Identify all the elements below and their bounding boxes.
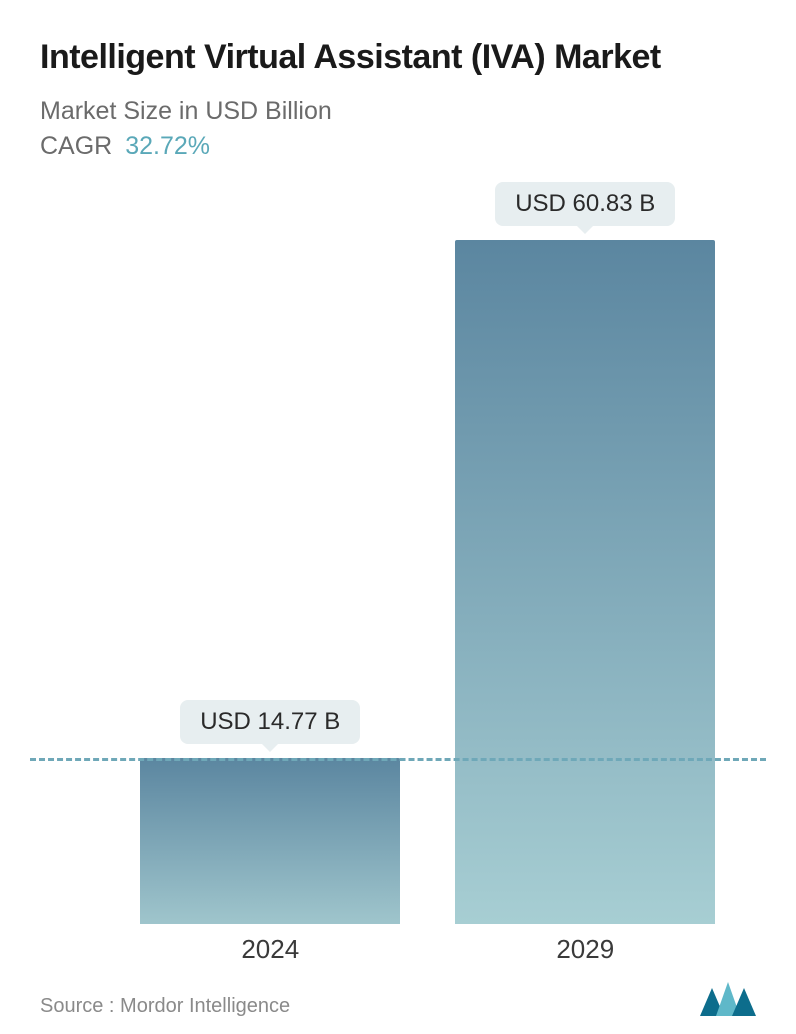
cagr-label: CAGR (40, 132, 112, 160)
x-axis-label: 2024 (241, 934, 299, 965)
bar-value-label: USD 14.77 B (180, 700, 360, 744)
chart-subtitle: Market Size in USD Billion (40, 97, 756, 126)
cagr-value: 32.72% (125, 132, 210, 160)
chart-area: USD 14.77 BUSD 60.83 B (40, 240, 756, 924)
source-text: Source : Mordor Intelligence (40, 995, 290, 1018)
bar-group: USD 60.83 B (455, 182, 715, 924)
cagr-row: CAGR 32.72% (40, 132, 756, 161)
bar (140, 758, 400, 924)
reference-line (30, 758, 766, 761)
x-axis-labels: 2024 2029 (40, 934, 756, 974)
bar-group: USD 14.77 B (140, 700, 400, 924)
bar (455, 240, 715, 924)
chart-title: Intelligent Virtual Assistant (IVA) Mark… (40, 36, 756, 79)
bar-value-label: USD 60.83 B (495, 182, 675, 226)
chart-footer: Source : Mordor Intelligence (40, 980, 756, 1018)
x-axis-label: 2029 (556, 934, 614, 965)
brand-logo-icon (698, 980, 756, 1018)
